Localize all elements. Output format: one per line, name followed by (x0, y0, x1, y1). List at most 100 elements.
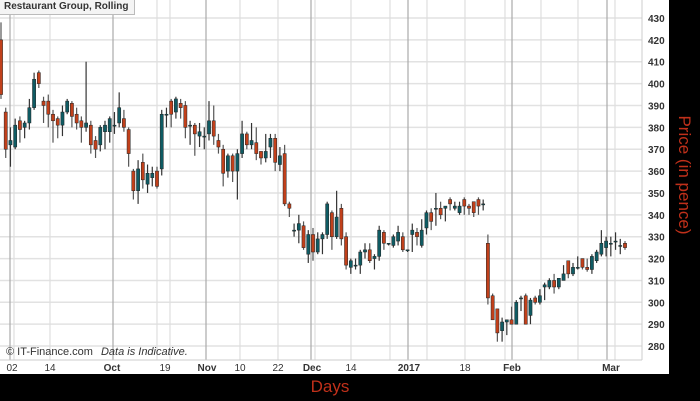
candle-down (580, 258, 585, 268)
candle-down (46, 100, 51, 115)
candle-down (126, 129, 131, 154)
candle-up (358, 251, 363, 266)
candle-down (244, 133, 249, 146)
candle-up (348, 260, 353, 268)
candle-up (8, 140, 13, 146)
candle-down (211, 120, 216, 137)
candle-down (36, 72, 41, 84)
x-tick-label: 19 (159, 363, 171, 374)
y-tick-label: 330 (648, 233, 665, 244)
candle-down (18, 120, 22, 130)
candle-down (3, 111, 8, 150)
candle-down (623, 243, 627, 248)
candle-up (65, 100, 70, 113)
candle-up (13, 124, 18, 148)
candle-down (140, 162, 145, 181)
y-tick-label: 290 (648, 320, 665, 331)
candle-down (282, 153, 287, 205)
candle-down (585, 267, 590, 270)
x-tick-label: Feb (503, 363, 521, 374)
x-tick-label: 22 (272, 363, 284, 374)
candle-up (278, 155, 282, 165)
candle-down (471, 201, 476, 213)
candle-up (235, 153, 240, 172)
y-tick-label: 400 (648, 80, 665, 91)
candle-down (230, 155, 235, 172)
candle-up (315, 238, 320, 253)
candle-down (400, 236, 405, 251)
x-tick-label: Dec (303, 363, 322, 374)
y-tick-label: 340 (648, 211, 665, 222)
x-tick-label: 02 (6, 363, 18, 374)
candle-up (107, 118, 112, 132)
candle-down (311, 234, 315, 253)
candle-up (202, 135, 207, 138)
y-tick-label: 390 (648, 101, 665, 112)
candle-up (117, 107, 122, 124)
candle-up (575, 267, 580, 269)
candle-up (443, 205, 448, 209)
candle-down (178, 103, 183, 108)
candle-up (292, 229, 296, 232)
candle-down (330, 212, 334, 237)
candle-down (221, 148, 226, 174)
candle-down (122, 118, 126, 128)
x-tick-label: 14 (345, 363, 357, 374)
candle-up (434, 208, 438, 210)
candle-up (103, 124, 107, 132)
candle-up (325, 203, 330, 235)
y-tick-label: 280 (648, 342, 665, 353)
candle-up (590, 256, 594, 270)
candle-up (561, 273, 566, 281)
candle-up (268, 138, 273, 148)
y-tick-label: 310 (648, 276, 665, 287)
candle-up (159, 113, 164, 170)
candle-up (396, 232, 400, 242)
candle-down (429, 212, 434, 222)
candle-up (538, 295, 542, 303)
candle-up (150, 173, 155, 178)
candle-down (486, 243, 490, 299)
candle-down (259, 151, 263, 159)
candle-up (27, 107, 32, 124)
candle-down (523, 295, 528, 325)
candle-up (571, 267, 575, 275)
candle-up (452, 205, 457, 209)
candle-up (599, 243, 604, 255)
candle-up (377, 229, 382, 257)
candle-down (339, 208, 344, 240)
candle-up (263, 151, 268, 159)
candle-down (192, 124, 197, 135)
candle-down (74, 113, 79, 124)
disclaimer-text: Data is Indicative. (100, 346, 188, 358)
y-axis-label: Price (in pence) (675, 115, 694, 235)
candle-up (386, 243, 391, 245)
candle-down (533, 297, 538, 303)
candle-down (51, 113, 55, 122)
candle-up (334, 216, 339, 237)
candle-down (344, 236, 348, 266)
candle-down (509, 319, 514, 325)
candle-down (79, 120, 84, 128)
candle-up (391, 236, 396, 246)
candle-up (542, 284, 547, 288)
y-tick-label: 350 (648, 189, 665, 200)
y-tick-label: 410 (648, 58, 665, 69)
y-tick-label: 380 (648, 123, 665, 134)
candle-up (457, 205, 462, 213)
candle-down (476, 199, 481, 207)
candle-up (519, 297, 523, 300)
candle-up (112, 124, 117, 127)
candle-down (382, 232, 386, 244)
candle-down (273, 138, 278, 163)
candle-down (495, 308, 500, 334)
x-tick-label: Mar (602, 363, 620, 374)
y-tick-label: 420 (648, 36, 665, 47)
candle-up (207, 120, 211, 135)
candle-up (594, 251, 599, 262)
candle-down (131, 170, 136, 192)
x-tick-label: Nov (198, 363, 217, 374)
candle-up (188, 124, 192, 127)
y-tick-label: 370 (648, 145, 665, 156)
candle-up (240, 133, 244, 154)
